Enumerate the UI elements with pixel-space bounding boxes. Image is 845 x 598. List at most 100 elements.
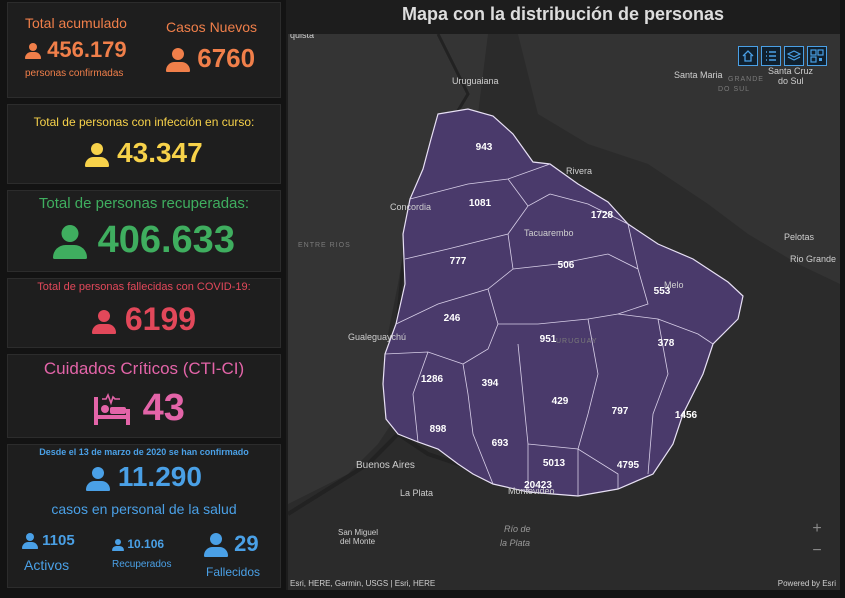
- layers-button[interactable]: [784, 46, 804, 66]
- map-title: Mapa con la distribución de personas: [401, 4, 725, 24]
- deceased-label: Total de personas fallecidas con COVID-1…: [37, 281, 251, 293]
- place-concordia: Concordia: [390, 202, 432, 212]
- dept-durazno-count[interactable]: 951: [539, 334, 557, 345]
- place-do-sul-region: DO SUL: [718, 86, 751, 93]
- dept-paysandu-count[interactable]: 777: [449, 256, 467, 267]
- person-icon: [166, 48, 190, 73]
- dept-rivera-count[interactable]: 1728: [590, 210, 614, 221]
- home-button[interactable]: [738, 46, 758, 66]
- dept-san-jose-count[interactable]: 693: [491, 438, 509, 449]
- dept-canelones-count[interactable]: 5013: [542, 458, 566, 469]
- recovered-label: Total de personas recuperadas:: [38, 195, 250, 212]
- place-tacuarembo: Tacuarembo: [524, 228, 574, 238]
- place-quista: quista: [290, 34, 315, 40]
- place-uruguaiana: Uruguaiana: [452, 76, 499, 86]
- person-icon: [204, 533, 228, 558]
- legend-button[interactable]: [761, 46, 781, 66]
- place-gualeguaychu: Gualeguaychú: [348, 332, 407, 342]
- dept-tacuarembo-count[interactable]: 506: [557, 260, 575, 271]
- dept-soriano-count[interactable]: 1286: [420, 374, 444, 385]
- place-do-sul: do Sul: [778, 76, 804, 86]
- deceased-card: Total de personas fallecidas con COVID-1…: [7, 278, 281, 348]
- person-icon: [25, 43, 41, 60]
- zoom-out-button[interactable]: −: [812, 542, 822, 559]
- dept-maldonado-count[interactable]: 4795: [616, 460, 640, 471]
- place-rio-grande: Rio Grande: [790, 254, 837, 264]
- layers-icon: [786, 50, 802, 61]
- place-rivera: Rivera: [566, 166, 593, 176]
- total-accumulated-sublabel: personas confirmadas: [25, 68, 124, 79]
- health-recovered-value-row: 10.106: [112, 537, 164, 551]
- deceased-value-row: 6199: [8, 301, 280, 338]
- person-icon: [112, 539, 124, 551]
- place-pelotas: Pelotas: [784, 232, 815, 242]
- active-infections-value-row: 43.347: [8, 137, 280, 169]
- health-personnel-label: casos en personal de la salud: [51, 501, 237, 517]
- health-deceased-label: Fallecidos: [206, 565, 261, 579]
- place-grande: GRANDE: [728, 76, 764, 83]
- dept-colonia-count[interactable]: 898: [429, 424, 447, 435]
- person-icon: [22, 533, 38, 550]
- uruguay-shape: [382, 108, 744, 497]
- critical-care-value-row: 43: [92, 387, 185, 430]
- dept-florida-count[interactable]: 429: [551, 396, 569, 407]
- critical-care-value: 43: [142, 387, 185, 429]
- place-melo: Melo: [664, 280, 684, 290]
- list-icon: [766, 51, 776, 61]
- place-buenos-aires: Buenos Aires: [356, 460, 415, 471]
- deceased-value: 6199: [124, 301, 197, 337]
- department-borders: [384, 163, 714, 496]
- powered-by-esri[interactable]: Powered by Esri: [777, 579, 836, 588]
- map-canvas[interactable]: quista Uruguaiana Santa Maria GRANDE DO …: [288, 34, 840, 590]
- new-cases-label: Casos Nuevos: [166, 19, 258, 35]
- health-deceased-value-row: 29: [204, 531, 259, 558]
- new-cases-value: 6760: [197, 43, 256, 73]
- dept-salto-count[interactable]: 1081: [468, 198, 492, 209]
- health-active-label: Activos: [24, 557, 70, 573]
- recovered-value-row: 406.633: [8, 219, 280, 262]
- active-infections-value: 43.347: [117, 137, 203, 168]
- place-santa-cruz: Santa Cruz: [768, 66, 814, 76]
- dept-rio-negro-count[interactable]: 246: [443, 313, 461, 324]
- total-accumulated-value-row: 456.179: [25, 37, 127, 63]
- person-icon: [53, 225, 88, 259]
- recovered-value: 406.633: [97, 219, 235, 261]
- qr-button[interactable]: [807, 46, 827, 66]
- person-icon: [86, 467, 111, 491]
- hospital-bed-icon: [94, 392, 130, 425]
- dept-lavalleja-count[interactable]: 797: [611, 406, 629, 417]
- total-accumulated-value: 456.179: [47, 37, 127, 62]
- health-personnel-intro: Desde el 13 de marzo de 2020 se han conf…: [39, 447, 249, 457]
- dept-montevideo-count[interactable]: 20423: [524, 480, 552, 491]
- place-san-miguel: San Miguel: [338, 528, 379, 537]
- dept-treinta-y-tres-count[interactable]: 378: [657, 338, 675, 349]
- health-active-value-row: 1105: [22, 532, 75, 550]
- person-icon: [85, 143, 110, 167]
- active-infections-card: Total de personas con infección en curso…: [7, 104, 281, 184]
- map-panel: Mapa con la distribución de personas: [286, 0, 840, 590]
- health-deceased-value: 29: [234, 531, 259, 556]
- qr-icon: [810, 49, 824, 63]
- health-personnel-value: 11.290: [117, 461, 202, 492]
- active-infections-label: Total de personas con infección en curso…: [33, 115, 255, 129]
- place-santa-maria: Santa Maria: [674, 70, 723, 80]
- health-recovered-label: Recuperados: [112, 559, 172, 570]
- total-accumulated-card: Total acumulado 456.179 personas confirm…: [7, 2, 281, 98]
- new-cases-value-row: 6760: [166, 43, 255, 74]
- dept-artigas-count[interactable]: 943: [475, 142, 493, 153]
- map-basemap[interactable]: [288, 34, 840, 590]
- place-la-plata-river: la Plata: [500, 538, 531, 548]
- place-la-plata: La Plata: [400, 488, 434, 498]
- place-del-monte: del Monte: [340, 537, 376, 546]
- health-recovered-value: 10.106: [127, 537, 165, 551]
- health-personnel-value-row: 11.290: [8, 461, 280, 493]
- dept-rocha-count[interactable]: 1456: [674, 410, 698, 421]
- health-active-value: 1105: [42, 532, 75, 549]
- dept-flores-count[interactable]: 394: [481, 378, 499, 389]
- dept-cerro-largo-count[interactable]: 553: [653, 286, 671, 297]
- person-icon: [91, 310, 116, 334]
- place-entre-rios: ENTRE RIOS: [298, 242, 351, 249]
- map-attribution[interactable]: Esri, HERE, Garmin, USGS | Esri, HERE: [290, 579, 436, 588]
- health-personnel-card: Desde el 13 de marzo de 2020 se han conf…: [7, 444, 281, 588]
- zoom-in-button[interactable]: +: [812, 520, 822, 537]
